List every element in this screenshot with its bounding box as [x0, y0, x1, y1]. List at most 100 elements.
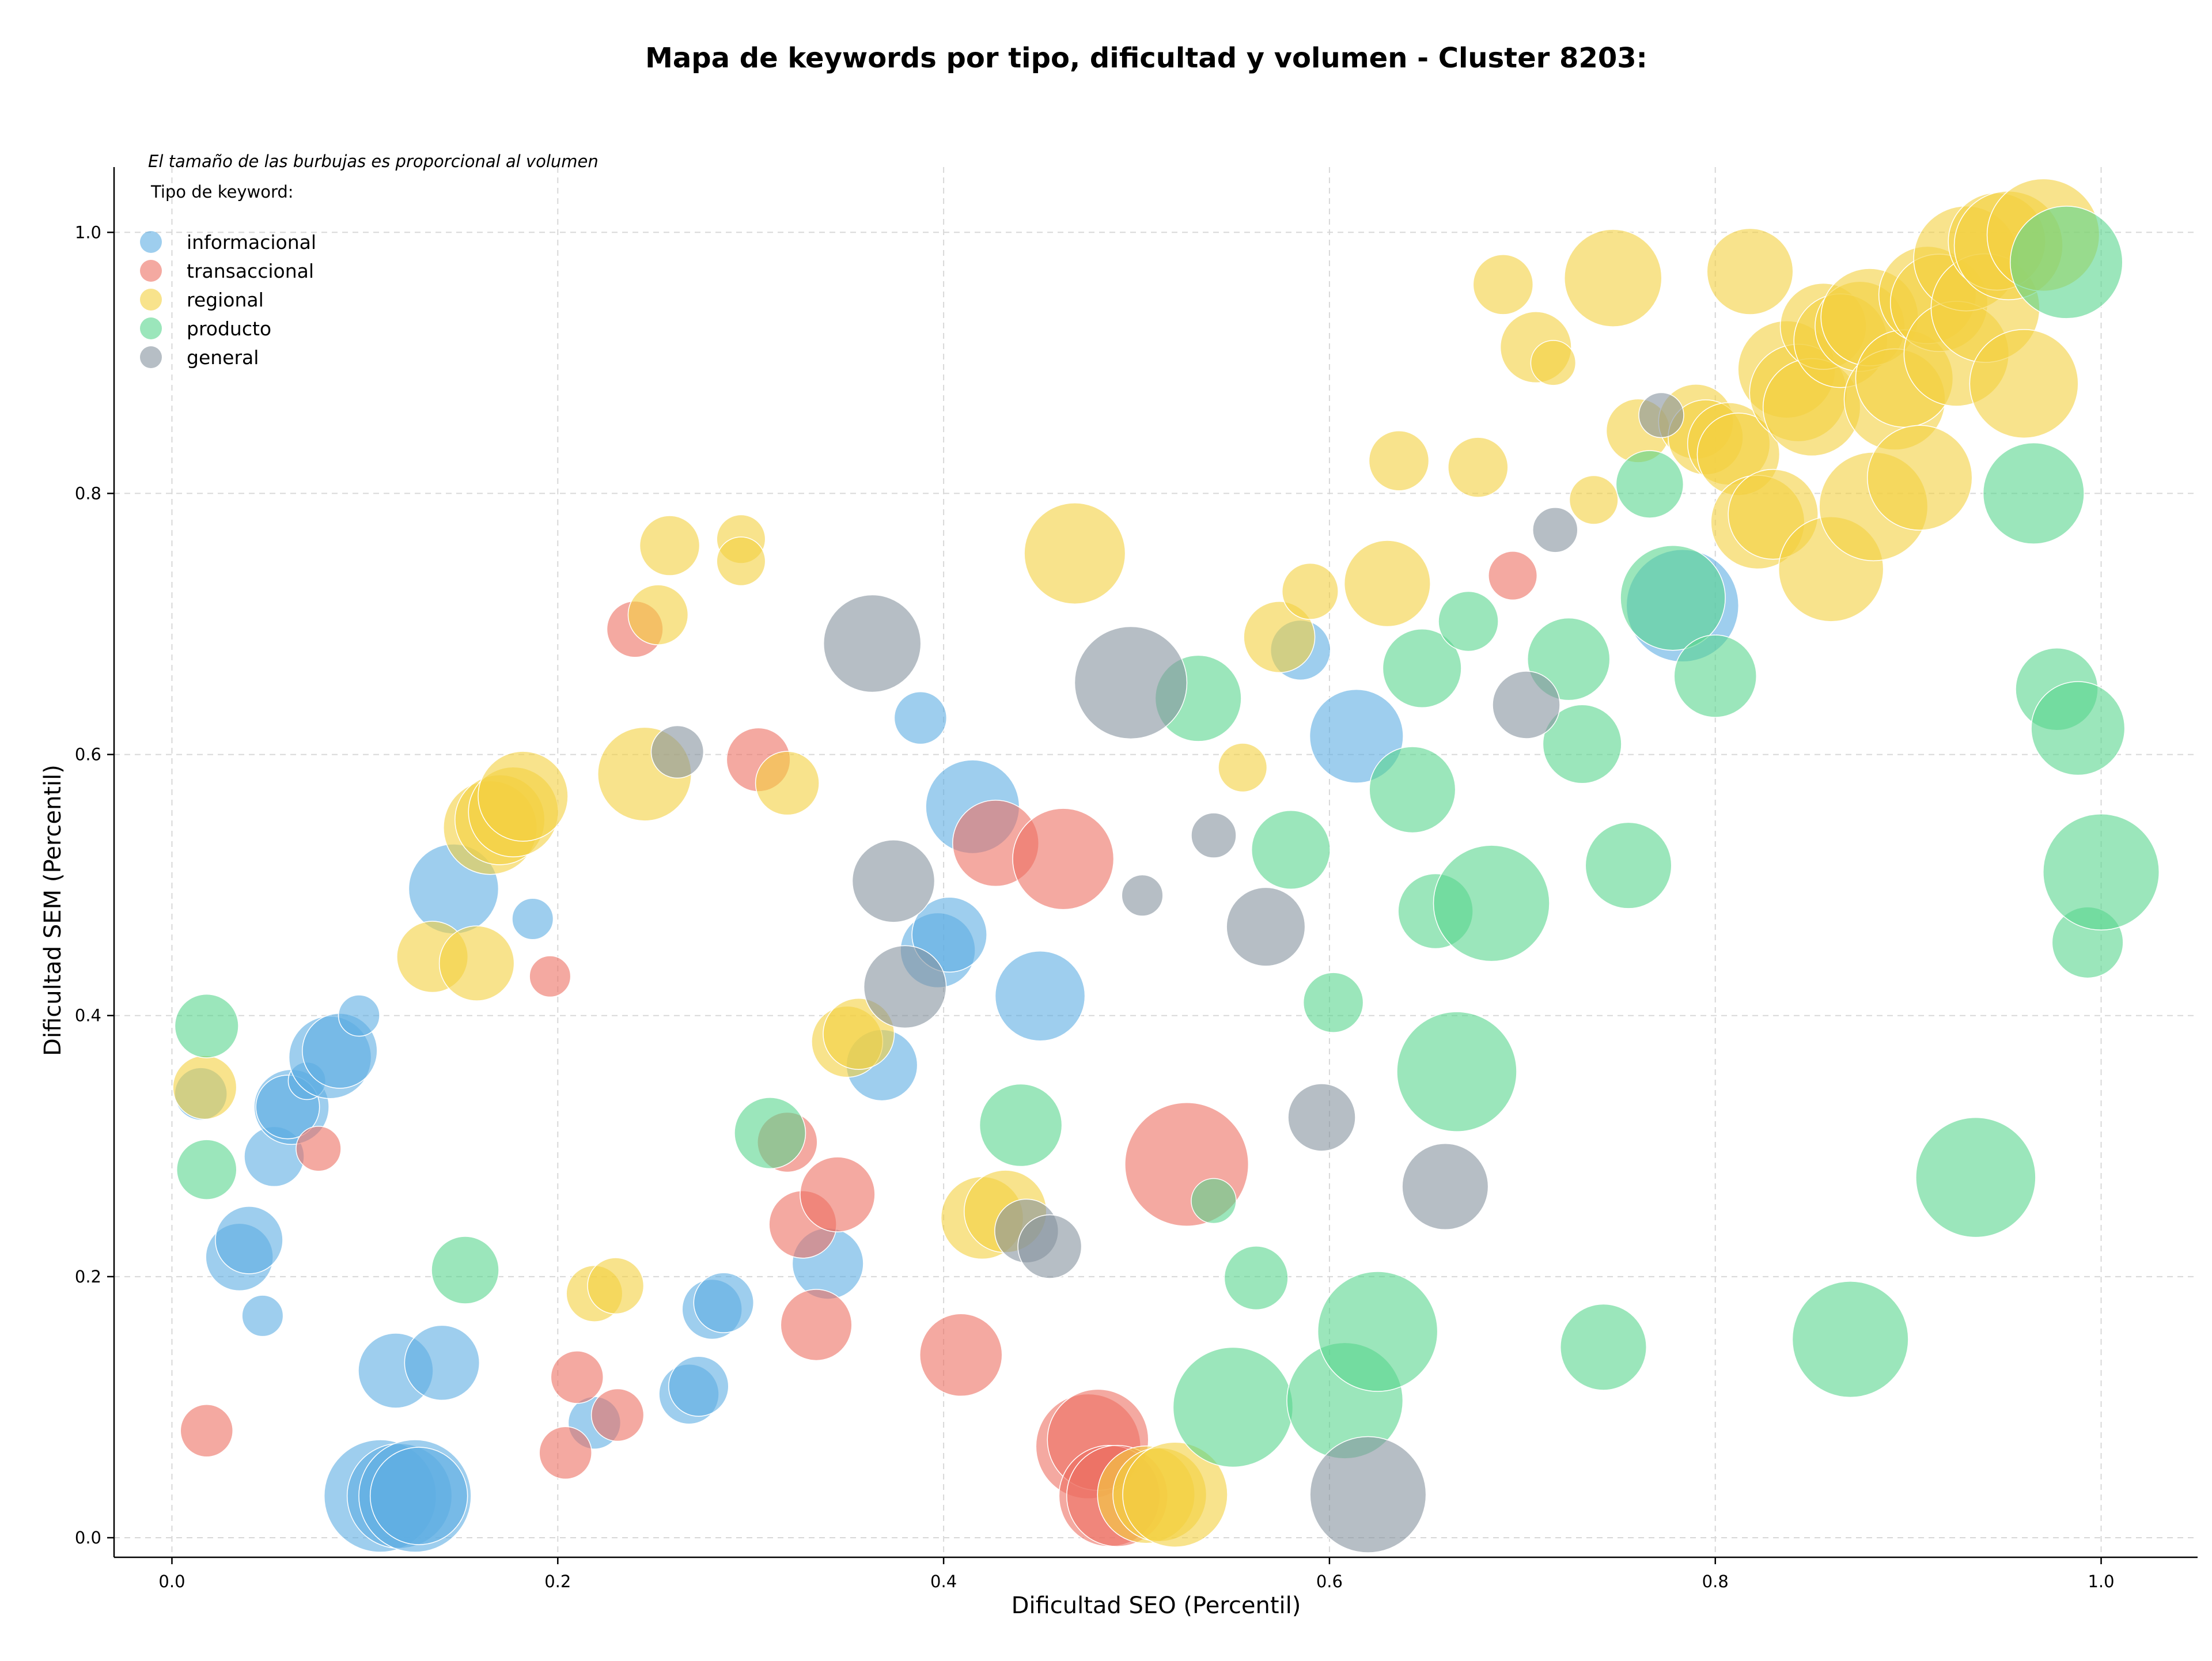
bubble-regional: [1243, 601, 1316, 674]
bubble-transaccional: [529, 955, 571, 998]
bubble-informacional: [911, 896, 987, 973]
bubble-general: [1492, 671, 1560, 739]
bubble-transaccional: [780, 1289, 853, 1361]
bubble-producto: [1369, 746, 1456, 834]
bubble-general: [823, 594, 922, 693]
bubble-producto: [176, 1139, 237, 1200]
bubble-general: [1074, 626, 1188, 740]
axes: 0.0 0.2 0.4 0.6 0.8 1.0 0.0 0.2 0.4 0.6 0.8 1.0: [75, 167, 2198, 1591]
bubble-transaccional: [1012, 808, 1115, 910]
bubble-transaccional: [590, 1388, 645, 1442]
bubble-general: [1309, 1436, 1427, 1553]
bubble-informacional: [512, 898, 554, 940]
bubble-informacional: [215, 1206, 283, 1274]
legend-marker-regional: [140, 289, 162, 311]
y-tick-label: 0.4: [75, 1006, 101, 1026]
bubble-general: [1638, 392, 1684, 438]
x-axis-label: Dificultad SEO (Percentil): [1012, 1592, 1301, 1619]
bubble-producto: [734, 1097, 806, 1170]
bubble-producto: [1191, 1178, 1237, 1224]
bubble-regional: [1024, 502, 1126, 605]
legend-label-transaccional: transaccional: [187, 260, 314, 282]
bubble-regional: [1969, 329, 2079, 439]
bubble-informacional: [369, 1447, 468, 1545]
bubble-regional: [438, 925, 515, 1001]
x-tick-label: 0.0: [158, 1572, 185, 1591]
bubble-size-note: El tamaño de las burbujas es proporciona…: [148, 152, 599, 171]
bubble-regional: [1343, 540, 1431, 627]
legend-label-regional: regional: [187, 289, 264, 311]
series-general: [650, 392, 1684, 1553]
bubble-transaccional: [800, 1156, 876, 1232]
legend-label-general: general: [187, 346, 259, 369]
bubble-transaccional: [919, 1313, 1003, 1397]
bubble-informacional: [893, 691, 948, 745]
bubble-regional: [639, 515, 700, 576]
x-tick-label: 0.4: [930, 1572, 957, 1591]
bubble-regional: [716, 536, 766, 587]
bubble-producto: [1585, 822, 1672, 909]
bubble-regional: [1706, 228, 1794, 315]
bubble-producto: [174, 993, 239, 1058]
bubble-regional: [587, 1257, 645, 1315]
bubble-regional: [1368, 430, 1430, 491]
y-tick-label: 0.8: [75, 483, 101, 503]
bubble-regional: [755, 751, 820, 816]
bubble-regional: [478, 751, 569, 842]
bubble-general: [1017, 1214, 1082, 1279]
bubble-producto: [1615, 450, 1684, 519]
bubble-producto: [1559, 1303, 1647, 1391]
bubble-regional: [1866, 425, 1973, 531]
bubble-producto: [431, 1236, 499, 1304]
bubble-informacional: [404, 1325, 480, 1401]
bubble-producto: [1433, 845, 1550, 962]
bubble-general: [650, 725, 704, 779]
bubble-producto: [1673, 634, 1757, 718]
bubble-producto: [1224, 1246, 1289, 1311]
bubble-producto: [1438, 591, 1499, 652]
bubble-general: [1287, 1083, 1356, 1152]
legend: Tipo de keyword: informacional transaccio…: [140, 182, 316, 369]
bubble-regional: [1569, 475, 1619, 525]
bubble-regional: [1122, 1441, 1228, 1548]
bubble-regional: [172, 1055, 237, 1120]
bubble-informacional: [668, 1356, 729, 1417]
series-producto: [174, 206, 2160, 1468]
chart-title: Mapa de keywords por tipo, dificultad y …: [645, 42, 1647, 74]
bubble-producto: [2031, 681, 2126, 776]
bubble-regional: [1472, 254, 1534, 315]
y-tick-label: 0.2: [75, 1267, 101, 1287]
legend-title: Tipo de keyword:: [150, 182, 294, 202]
bubble-regional: [1448, 437, 1509, 498]
bubble-regional: [1281, 562, 1339, 620]
bubble-informacional: [994, 950, 1086, 1042]
bubble-transaccional: [180, 1403, 234, 1458]
bubble-general: [863, 945, 947, 1029]
bubble-producto: [1172, 1346, 1294, 1468]
legend-marker-informacional: [140, 231, 162, 253]
x-tick-label: 0.6: [1316, 1572, 1343, 1591]
bubble-producto: [1317, 1271, 1438, 1392]
x-tick-label: 1.0: [2088, 1572, 2114, 1591]
bubble-regional: [1563, 229, 1662, 327]
bubble-producto: [1302, 972, 1364, 1033]
legend-label-producto: producto: [187, 317, 271, 340]
bubble-transaccional: [550, 1350, 604, 1404]
bubble-producto: [1915, 1117, 2036, 1238]
bubble-producto: [1542, 704, 1622, 784]
bubble-regional: [627, 584, 689, 645]
legend-label-informacional: informacional: [187, 231, 316, 253]
bubble-general: [1532, 507, 1578, 553]
bubble-producto: [1396, 1011, 1517, 1132]
bubble-transaccional: [296, 1126, 342, 1172]
bubble-producto: [1251, 809, 1331, 890]
bubble-informacional: [241, 1295, 284, 1337]
y-axis-label: Dificultad SEM (Percentil): [40, 765, 66, 1056]
x-tick-label: 0.2: [544, 1572, 571, 1591]
bubble-regional: [1530, 340, 1577, 386]
y-tick-label: 1.0: [75, 222, 101, 242]
bubble-producto: [1620, 544, 1726, 651]
bubble-general: [1402, 1143, 1489, 1231]
legend-marker-general: [140, 346, 162, 368]
